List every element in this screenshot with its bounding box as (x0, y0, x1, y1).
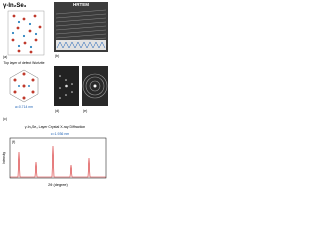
panel-label: (f) (12, 140, 15, 144)
top-layer-diagram (9, 69, 39, 103)
xrd-title: γ-In₂Se₃ Layer Crystal X-ray Diffraction (25, 125, 86, 129)
panel-label: (e) (83, 109, 87, 113)
crystal-structure (7, 10, 45, 56)
figure: γ-In₂Se₃ (a) HRTEM (b) Top layer of defe… (0, 0, 110, 189)
title: γ-In₂Se₃ (3, 3, 27, 9)
line-profile (56, 41, 106, 49)
x-axis-label: 2θ (degree) (48, 183, 68, 187)
xrd-frame (9, 137, 107, 179)
panel-label: (c) (3, 117, 7, 121)
panel-label: (b) (55, 54, 59, 58)
diffraction-rings (82, 73, 108, 99)
xrd-pattern (10, 145, 106, 178)
profile-box (56, 40, 106, 50)
panel-label: (d) (55, 109, 59, 113)
hrtem-label: HRTEM (73, 2, 89, 7)
top-layer-label: Top layer of defect Wurtzite (3, 61, 44, 65)
y-axis-label: Intensity (2, 152, 6, 164)
diffraction-spots (59, 75, 73, 99)
panel-label: (a) (3, 55, 7, 59)
xrd-annotation: c=1.936 nm (51, 132, 69, 136)
lattice-annotation: a=0.714 nm (15, 105, 33, 109)
center-spot (93, 84, 97, 88)
